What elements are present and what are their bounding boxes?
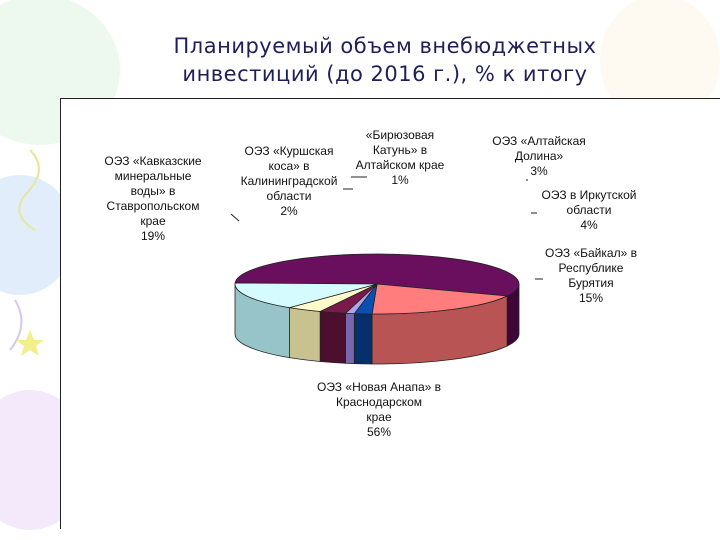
slice-value-label: 4% (580, 218, 598, 232)
slide-title-line2: инвестиций (до 2016 г.), % к итогу (182, 62, 588, 86)
slice-label-4: ОЭЗ «Алтайская Долина» 3% (492, 134, 586, 178)
slice-label-1: ОЭЗ «Кавказские минеральные воды» в Ставроп… (104, 154, 201, 243)
slice-name-line: Калининградской (241, 174, 338, 188)
slice-name-line: минеральные (115, 169, 192, 183)
slice-name-line: «Бирюзовая (366, 128, 434, 142)
slice-value-label: 1% (391, 173, 409, 187)
slice-value-label: 19% (141, 229, 165, 243)
pie-slice-0 (234, 253, 520, 297)
slice-name-line: воды» в (131, 184, 176, 198)
slice-name-line: ОЭЗ «Байкал» в (545, 246, 637, 260)
slice-name-line: Долина» (515, 149, 564, 163)
slice-label-5: ОЭЗ в Иркутской области 4% (542, 188, 637, 232)
slice-labels: ОЭЗ «Новая Анапа» в Краснодарском крае 56%О… (104, 128, 637, 439)
chart-frame: ОЭЗ «Новая Анапа» в Краснодарском крае 56% О… (60, 98, 720, 529)
pie-side-5 (289, 307, 321, 362)
slice-value-label: 56% (367, 425, 391, 439)
slice-name-line: Ставропольском (107, 199, 200, 213)
slice-name-line: Бурятия (568, 276, 613, 290)
slice-name-line: ОЭЗ «Новая Анапа» в (317, 380, 441, 394)
slice-name-line: ОЭЗ в Иркутской (542, 188, 637, 202)
slice-name-line: Алтайском крае (356, 158, 445, 172)
slice-name-line: Краснодарском (336, 395, 422, 409)
slice-label-0: ОЭЗ «Новая Анапа» в Краснодарском крае 56% (317, 380, 441, 439)
pie-chart: ОЭЗ «Новая Анапа» в Краснодарском крае 56%О… (104, 128, 637, 439)
slide-title: Планируемый объем внебюджетных инвестици… (150, 32, 620, 88)
slice-name-line: области (567, 203, 612, 217)
slice-value-label: 15% (579, 291, 603, 305)
slice-value-label: 3% (530, 164, 548, 178)
slice-name-line: ОЭЗ «Кавказские (104, 154, 201, 168)
slice-name-line: Катунь» в (373, 143, 427, 157)
slice-name-line: крае (140, 214, 166, 228)
leader-line-1 (230, 213, 240, 222)
slide-title-line1: Планируемый объем внебюджетных (173, 34, 597, 58)
pie-tops (234, 253, 520, 315)
slice-name-line: коса» в (268, 159, 309, 173)
slice-name-line: Республике (559, 261, 624, 275)
pie-side-3 (345, 312, 355, 365)
slice-label-3: «Бирюзовая Катунь» в Алтайском крае 1% (356, 128, 445, 187)
slice-label-2: ОЭЗ «Куршская коса» в Калининградской облас… (241, 144, 338, 218)
slice-value-label: 2% (280, 204, 298, 218)
pie-slice-1 (371, 283, 509, 315)
pie-side-2 (353, 313, 373, 365)
slice-name-line: крае (366, 410, 392, 424)
slice-label-6: ОЭЗ «Байкал» в Республике Бурятия 15% (545, 246, 637, 305)
slice-name-line: области (267, 189, 312, 203)
slice-name-line: ОЭЗ «Куршская (245, 144, 334, 158)
slice-name-line: ОЭЗ «Алтайская (492, 134, 586, 148)
pie-side-4 (319, 311, 346, 364)
pie-slice-6 (234, 282, 378, 309)
